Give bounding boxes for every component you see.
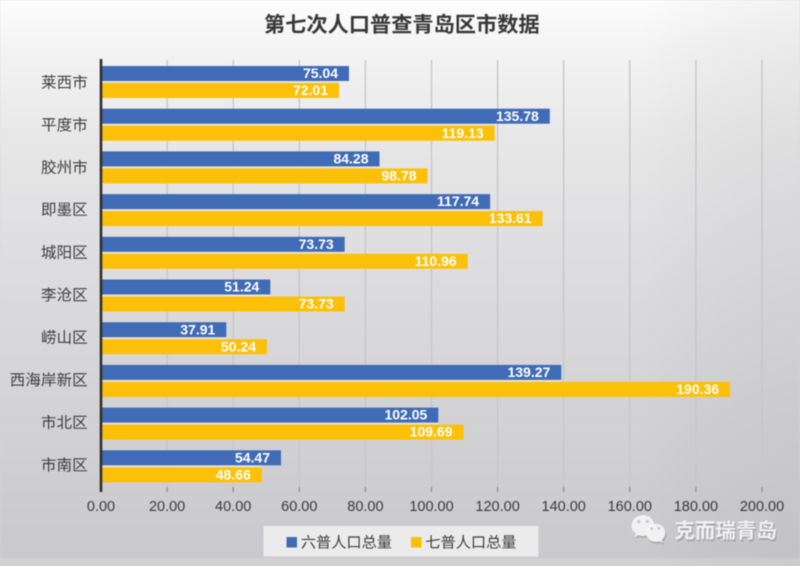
svg-text:40.00: 40.00 xyxy=(215,499,251,515)
svg-text:100.00: 100.00 xyxy=(409,499,453,515)
svg-text:84.28: 84.28 xyxy=(333,151,368,167)
svg-text:200.00: 200.00 xyxy=(740,499,784,515)
svg-text:98.78: 98.78 xyxy=(381,168,416,184)
svg-text:119.13: 119.13 xyxy=(442,125,484,141)
svg-text:109.69: 109.69 xyxy=(410,424,453,440)
svg-text:180.00: 180.00 xyxy=(674,499,718,515)
svg-text:0.00: 0.00 xyxy=(87,499,115,515)
svg-text:72.01: 72.01 xyxy=(293,82,328,98)
svg-text:75.04: 75.04 xyxy=(303,65,338,81)
svg-text:120.00: 120.00 xyxy=(475,499,519,515)
svg-text:73.73: 73.73 xyxy=(299,236,334,252)
svg-text:73.73: 73.73 xyxy=(299,296,334,312)
svg-text:50.24: 50.24 xyxy=(221,338,256,354)
svg-text:190.36: 190.36 xyxy=(676,381,719,397)
svg-text:60.00: 60.00 xyxy=(281,499,317,515)
svg-text:54.47: 54.47 xyxy=(235,449,270,465)
svg-text:160.00: 160.00 xyxy=(608,499,652,515)
svg-text:48.66: 48.66 xyxy=(216,466,251,482)
svg-text:139.27: 139.27 xyxy=(507,364,550,380)
svg-text:37.91: 37.91 xyxy=(180,321,215,337)
svg-text:133.61: 133.61 xyxy=(489,210,532,226)
svg-text:80.00: 80.00 xyxy=(347,499,383,515)
svg-text:110.96: 110.96 xyxy=(415,253,457,269)
svg-text:117.74: 117.74 xyxy=(437,193,479,209)
svg-text:51.24: 51.24 xyxy=(224,279,259,295)
svg-text:20.00: 20.00 xyxy=(149,499,185,515)
svg-text:140.00: 140.00 xyxy=(542,499,586,515)
svg-text:135.78: 135.78 xyxy=(496,108,539,124)
svg-text:102.05: 102.05 xyxy=(384,407,427,423)
